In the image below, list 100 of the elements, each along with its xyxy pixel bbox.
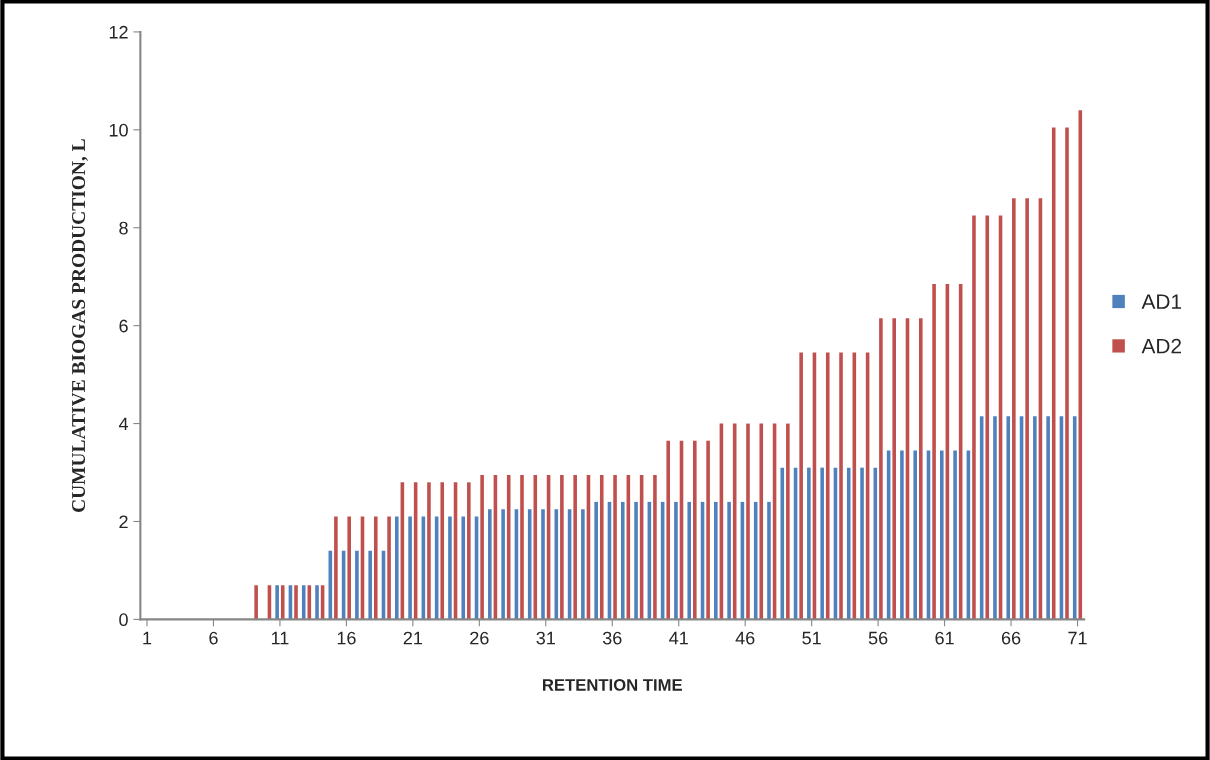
bar bbox=[839, 352, 843, 620]
x-tick-label: 46 bbox=[735, 631, 755, 645]
bar bbox=[653, 474, 657, 620]
bar bbox=[807, 467, 811, 620]
bar bbox=[408, 516, 412, 620]
x-tick-label: 1 bbox=[143, 631, 152, 645]
bar bbox=[501, 509, 505, 620]
bar bbox=[693, 440, 697, 620]
bar bbox=[1065, 127, 1069, 620]
y-tick-label: 12 bbox=[109, 25, 128, 39]
bar bbox=[932, 284, 936, 620]
bar bbox=[940, 450, 944, 620]
bar bbox=[714, 501, 718, 620]
bar bbox=[254, 585, 258, 620]
bar bbox=[315, 585, 319, 620]
bar bbox=[1051, 127, 1056, 620]
bar bbox=[786, 423, 790, 620]
bar bbox=[727, 501, 731, 620]
bar bbox=[993, 416, 997, 620]
bar bbox=[355, 550, 359, 620]
x-tick-label: 31 bbox=[536, 631, 555, 645]
x-tick-label: 11 bbox=[271, 631, 289, 645]
bar bbox=[1025, 198, 1029, 620]
bar bbox=[599, 474, 604, 620]
bar bbox=[520, 474, 524, 620]
bar bbox=[674, 501, 678, 620]
bar bbox=[846, 467, 851, 620]
bar bbox=[1033, 416, 1037, 620]
bar bbox=[767, 501, 771, 620]
bar bbox=[860, 467, 864, 620]
bar bbox=[985, 215, 990, 620]
bar bbox=[820, 467, 824, 620]
y-tick-label: 2 bbox=[119, 515, 128, 529]
bar bbox=[427, 482, 431, 620]
bar bbox=[972, 215, 976, 620]
bar bbox=[467, 482, 471, 620]
bar bbox=[918, 318, 923, 620]
y-tick-label: 0 bbox=[119, 613, 128, 627]
x-tick-label: 61 bbox=[935, 631, 954, 645]
x-tick-label: 56 bbox=[868, 631, 888, 645]
bar bbox=[440, 482, 445, 620]
bar bbox=[334, 516, 338, 620]
x-tick-label: 41 bbox=[669, 631, 688, 645]
bar bbox=[387, 516, 391, 620]
x-tick-label: 36 bbox=[602, 631, 622, 645]
bar bbox=[594, 501, 598, 620]
bar bbox=[506, 474, 511, 620]
bar bbox=[706, 440, 710, 620]
bar bbox=[799, 352, 803, 620]
legend-label: AD2 bbox=[1141, 338, 1181, 354]
bar bbox=[347, 516, 351, 620]
bar bbox=[373, 516, 378, 620]
bar bbox=[488, 509, 492, 620]
bar bbox=[275, 585, 279, 620]
y-tick-label: 8 bbox=[119, 221, 128, 235]
bar bbox=[527, 509, 532, 620]
bar bbox=[825, 352, 830, 620]
bar bbox=[394, 516, 399, 620]
y-axis-title: CUMULATIVE BIOGAS PRODUCTION, L bbox=[72, 139, 88, 512]
bar bbox=[480, 474, 484, 620]
bar bbox=[573, 474, 577, 620]
bar bbox=[666, 440, 671, 620]
x-tick-label: 6 bbox=[209, 631, 218, 645]
x-tick-label: 71 bbox=[1068, 631, 1087, 645]
bar bbox=[634, 501, 638, 620]
bar bbox=[780, 467, 785, 620]
bar bbox=[913, 450, 917, 620]
y-tick-label: 10 bbox=[109, 123, 128, 137]
bar bbox=[1072, 416, 1077, 620]
x-axis-title: RETENTION TIME bbox=[543, 679, 682, 691]
x-tick-label: 66 bbox=[1001, 631, 1021, 645]
x-tick-label: 16 bbox=[337, 631, 356, 645]
bar bbox=[613, 474, 617, 620]
bar bbox=[892, 318, 896, 620]
bar bbox=[687, 501, 692, 620]
bar bbox=[1006, 416, 1011, 620]
bar bbox=[368, 550, 372, 620]
bar bbox=[759, 423, 764, 620]
bar bbox=[1046, 416, 1050, 620]
bar bbox=[746, 423, 750, 620]
legend-label: AD1 bbox=[1141, 294, 1182, 309]
y-tick-label: 4 bbox=[118, 417, 129, 431]
bar bbox=[280, 585, 285, 620]
bar bbox=[879, 318, 883, 620]
bar bbox=[900, 450, 904, 620]
bar bbox=[953, 450, 957, 620]
bar bbox=[294, 585, 298, 620]
bar bbox=[581, 509, 585, 620]
bar bbox=[301, 585, 306, 620]
x-tick-label: 26 bbox=[470, 631, 489, 645]
bar bbox=[448, 516, 452, 620]
bar bbox=[560, 474, 564, 620]
x-tick-label: 21 bbox=[403, 631, 423, 645]
bar bbox=[541, 509, 545, 620]
y-tick-label: 6 bbox=[119, 319, 128, 333]
bar bbox=[533, 474, 538, 620]
bar bbox=[620, 501, 625, 620]
x-tick-label: 51 bbox=[802, 631, 821, 645]
bar bbox=[1012, 198, 1016, 620]
bar bbox=[461, 516, 466, 620]
